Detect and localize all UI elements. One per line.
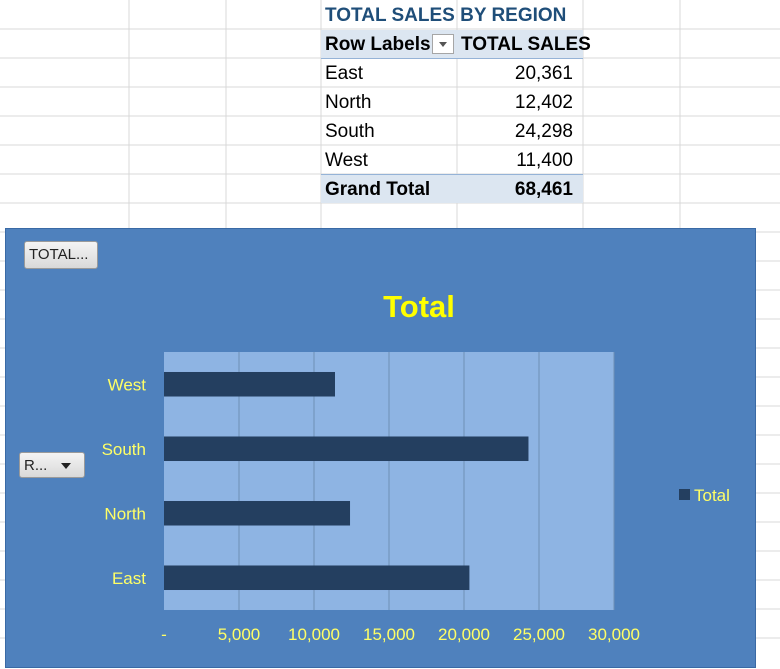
bar-east[interactable]: [164, 565, 470, 591]
bar-west[interactable]: [164, 371, 335, 397]
bar-north[interactable]: [164, 500, 351, 526]
pivot-row-value: 20,361: [514, 63, 573, 84]
report-filter-field-button[interactable]: TOTAL...: [24, 241, 98, 269]
chart-title: Total: [383, 289, 455, 324]
pivot-row-label: East: [325, 63, 364, 84]
category-label: North: [104, 504, 146, 523]
row-labels-filter-button[interactable]: [432, 34, 454, 54]
x-tick-label: 5,000: [218, 625, 261, 644]
category-label: East: [112, 569, 146, 588]
pivot-row-value: 24,298: [514, 121, 573, 142]
chart-plot: Total East North South West - 5,000 10,000 15,…: [102, 289, 730, 644]
legend-swatch: [679, 489, 690, 500]
x-tick-label: -: [161, 625, 167, 644]
x-tick-label: 30,000: [588, 625, 640, 644]
grand-total-label: Grand Total: [325, 179, 431, 200]
filter-field-label: TOTAL...: [29, 246, 89, 263]
x-tick-label: 15,000: [363, 625, 415, 644]
x-tick-label: 20,000: [438, 625, 490, 644]
x-tick-label: 10,000: [288, 625, 340, 644]
pivot-row-label: South: [325, 121, 375, 142]
category-label: West: [108, 375, 147, 394]
pivot-row-label: West: [325, 150, 368, 171]
pivot-row-value: 11,400: [516, 150, 573, 171]
category-label: South: [102, 440, 146, 459]
legend-label: Total: [694, 486, 730, 505]
total-sales-header: TOTAL SALES: [461, 34, 591, 55]
axis-field-button[interactable]: R...: [19, 452, 85, 478]
pivot-chart[interactable]: Total East North South West - 5,000 10,000 15,…: [5, 228, 756, 668]
pivot-row-label: North: [325, 92, 372, 113]
grand-total-value: 68,461: [514, 179, 573, 200]
x-tick-label: 25,000: [513, 625, 565, 644]
grand-total-row: [321, 174, 583, 203]
pivot-row-value: 12,402: [514, 92, 573, 113]
pivot-title: TOTAL SALES BY REGION: [325, 5, 567, 26]
dropdown-arrow-icon: [439, 42, 447, 47]
bar-south[interactable]: [164, 436, 529, 462]
chevron-down-icon: [61, 463, 72, 470]
axis-field-label: R...: [24, 457, 48, 474]
row-labels-header: Row Labels: [325, 34, 431, 55]
